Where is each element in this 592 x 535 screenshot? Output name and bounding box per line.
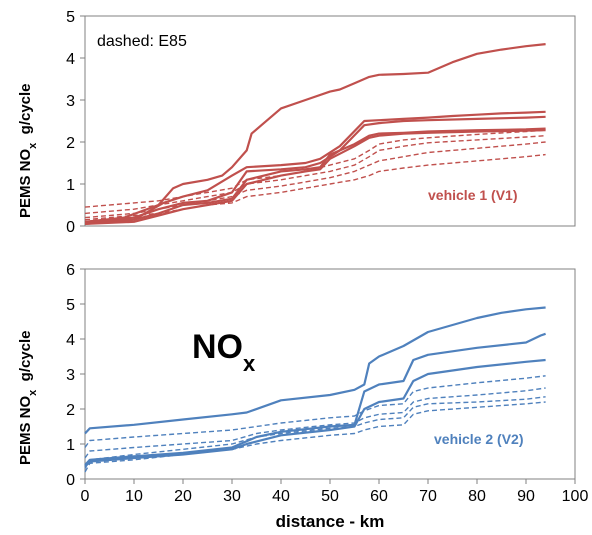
chart-panel-vehicle-2: 0 1 2 3 4 5 6 0 10 20 30 40 50 60 70 80 90 100 PEMS NOx … xyxy=(17,262,588,531)
series-line-dashed-7 xyxy=(84,135,546,215)
vehicle-2-label: vehicle 2 (V2) xyxy=(434,431,524,447)
y-axis-label-sub: x xyxy=(27,389,39,396)
y-tick-label: 4 xyxy=(66,51,75,68)
y-tick-label: 2 xyxy=(66,135,75,152)
y-axis-label-gap xyxy=(17,381,34,389)
y-axis-label-gap xyxy=(17,134,34,142)
series-line-solid-3 xyxy=(84,358,546,468)
x-tick-label: 90 xyxy=(517,488,535,505)
x-tick-label: 70 xyxy=(419,488,437,505)
series-line-dashed-7 xyxy=(84,401,546,473)
plot-area-frame xyxy=(84,268,576,480)
y-axis-label-unit: g/cycle xyxy=(17,83,34,134)
y-tick-label: 0 xyxy=(66,219,75,236)
y-tick-label: 1 xyxy=(66,177,75,194)
y-tick-labels: 0 1 2 3 4 5 6 xyxy=(66,262,85,489)
y-axis-label-main: PEMS NO xyxy=(17,395,34,465)
x-tick-label: 10 xyxy=(125,488,143,505)
vehicle-1-label: vehicle 1 (V1) xyxy=(428,187,518,203)
x-tick-label: 30 xyxy=(223,488,241,505)
y-tick-label: 3 xyxy=(66,93,75,110)
nox-title-sub: x xyxy=(243,351,256,376)
series-line-dashed-9 xyxy=(84,153,546,221)
y-axis-label-main: PEMS NO xyxy=(17,148,34,218)
series-line-solid-1 xyxy=(84,43,546,223)
y-tick-label: 5 xyxy=(66,297,75,314)
series-line-solid-2 xyxy=(84,110,546,225)
x-tick-label: 50 xyxy=(321,488,339,505)
fuel-style-note: dashed: E85 xyxy=(97,33,187,50)
nox-panel-title: NOx xyxy=(192,328,256,376)
x-tick-label: 80 xyxy=(468,488,486,505)
x-tick-labels: 0 10 20 30 40 50 60 70 80 90 100 xyxy=(81,479,589,505)
series-lines xyxy=(84,306,546,473)
y-tick-label: 5 xyxy=(66,9,75,26)
series-line-dashed-8 xyxy=(84,141,546,219)
y-axis-label: PEMS NOx g/cycle xyxy=(17,330,39,465)
series-lines xyxy=(84,43,546,225)
y-tick-label: 4 xyxy=(66,332,75,349)
y-axis-label-sub: x xyxy=(27,142,39,149)
series-line-dashed-4 xyxy=(84,375,546,448)
series-line-dashed-6 xyxy=(84,396,546,469)
y-tick-label: 1 xyxy=(66,437,75,454)
series-line-dashed-6 xyxy=(84,129,546,208)
x-tick-label: 60 xyxy=(370,488,388,505)
x-tick-label: 40 xyxy=(272,488,290,505)
series-line-solid-2 xyxy=(84,332,546,466)
series-line-dashed-5 xyxy=(84,387,546,459)
y-tick-label: 6 xyxy=(66,262,75,279)
y-tick-labels: 0 1 2 3 4 5 xyxy=(66,9,85,236)
x-axis-label: distance - km xyxy=(276,512,385,531)
y-axis-label: PEMS NOx g/cycle xyxy=(17,83,39,218)
x-tick-label: 100 xyxy=(562,488,589,505)
x-tick-label: 20 xyxy=(174,488,192,505)
y-axis-label-unit: g/cycle xyxy=(17,330,34,381)
y-tick-label: 3 xyxy=(66,367,75,384)
series-line-solid-1 xyxy=(84,306,546,435)
x-tick-label: 0 xyxy=(81,488,90,505)
y-tick-label: 0 xyxy=(66,472,75,489)
chart-panel-vehicle-1: 0 1 2 3 4 5 PEMS NOx g/cycle dashed: E85 vehi… xyxy=(17,9,576,236)
nox-title-main: NO xyxy=(192,328,243,366)
series-line-solid-3 xyxy=(84,115,546,223)
y-tick-label: 2 xyxy=(66,402,75,419)
